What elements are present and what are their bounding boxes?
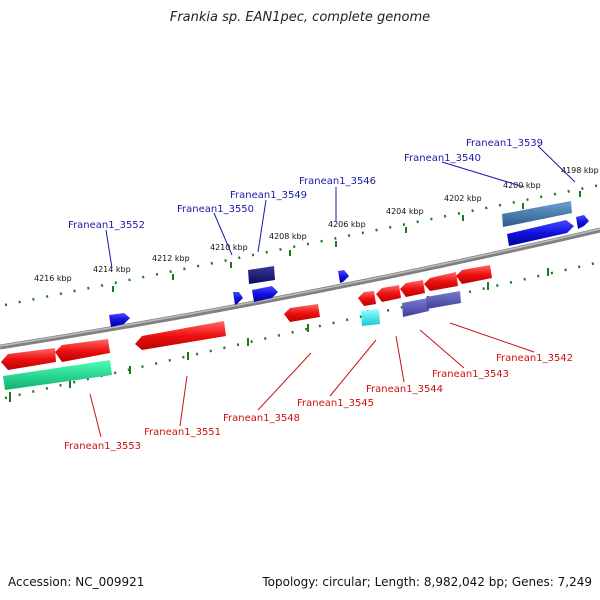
scale-tick-label: 4212 kbp <box>152 254 190 263</box>
scale-tick-label: 4214 kbp <box>93 265 131 274</box>
reverse-genes <box>1 265 492 390</box>
gene-label-reverse[interactable]: Franean1_3542 <box>496 353 573 364</box>
gene-arrow[interactable] <box>233 292 243 305</box>
gene-arrow[interactable] <box>400 280 425 297</box>
scale-tick-label: 4206 kbp <box>328 220 366 229</box>
gene-block[interactable] <box>3 360 112 390</box>
scale-tick-label: 4202 kbp <box>444 194 482 203</box>
gene-arrow[interactable] <box>109 313 130 327</box>
gene-arrow[interactable] <box>376 285 401 302</box>
gene-label-reverse[interactable]: Franean1_3544 <box>366 384 443 395</box>
accession-text: Accession: NC_009921 <box>8 575 145 589</box>
gene-label-forward[interactable]: Franean1_3539 <box>466 138 543 149</box>
gene-label-reverse[interactable]: Franean1_3548 <box>223 413 300 424</box>
map-title: Frankia sp. EAN1pec, complete genome <box>169 10 431 25</box>
gene-block[interactable] <box>361 309 380 326</box>
gene-block[interactable] <box>502 201 572 227</box>
genome-backbone <box>0 227 600 350</box>
gene-arrow[interactable] <box>358 291 376 306</box>
reverse-labels: Franean1_3553 Franean1_3551 Franean1_354… <box>64 353 573 452</box>
scale-tick-label: 4208 kbp <box>269 232 307 241</box>
forward-label-leaders <box>105 145 576 269</box>
scale-tick-label: 4200 kbp <box>503 181 541 190</box>
gene-label-reverse[interactable]: Franean1_3551 <box>144 427 221 438</box>
gene-arrow[interactable] <box>424 272 458 291</box>
genome-summary-text: Topology: circular; Length: 8,982,042 bp… <box>262 575 592 589</box>
reverse-label-leaders <box>89 322 535 438</box>
scale-tick-label: 4204 kbp <box>386 207 424 216</box>
scale-tick-label: 4216 kbp <box>34 274 72 283</box>
gene-block[interactable] <box>402 298 429 317</box>
gene-arrow[interactable] <box>1 348 56 370</box>
gene-arrow[interactable] <box>456 265 492 284</box>
gene-label-forward[interactable]: Franean1_3550 <box>177 204 254 215</box>
forward-tick-track <box>4 183 600 307</box>
gene-arrow[interactable] <box>55 339 110 362</box>
gene-label-forward[interactable]: Franean1_3552 <box>68 220 145 231</box>
gene-label-reverse[interactable]: Franean1_3543 <box>432 369 509 380</box>
gene-label-forward[interactable]: Franean1_3549 <box>230 190 307 201</box>
gene-arrow[interactable] <box>135 321 226 350</box>
forward-labels: Franean1_3552 Franean1_3550 Franean1_354… <box>68 138 543 231</box>
gene-label-reverse[interactable]: Franean1_3553 <box>64 441 141 452</box>
gene-arrow[interactable] <box>507 220 574 246</box>
gene-label-forward[interactable]: Franean1_3546 <box>299 176 376 187</box>
gene-arrow[interactable] <box>252 286 278 302</box>
scale-tick-label: 4198 kbp <box>561 166 599 175</box>
gene-arrow[interactable] <box>576 215 589 229</box>
gene-label-forward[interactable]: Franean1_3540 <box>404 153 481 164</box>
scale-labels: 4216 kbp 4214 kbp 4212 kbp 4210 kbp 4208… <box>34 166 599 283</box>
gene-block[interactable] <box>248 266 275 284</box>
gene-arrow[interactable] <box>338 270 349 283</box>
gene-label-reverse[interactable]: Franean1_3545 <box>297 398 374 409</box>
gene-arrow[interactable] <box>284 304 320 322</box>
major-ticks-upper <box>112 191 581 292</box>
gene-block[interactable] <box>426 291 461 309</box>
forward-genes <box>109 201 589 327</box>
